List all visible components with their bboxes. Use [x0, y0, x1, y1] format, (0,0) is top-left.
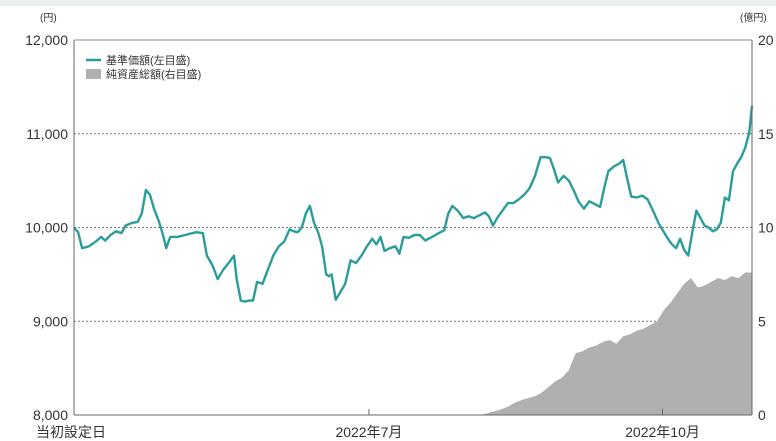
nav-line-layer: [73, 105, 754, 303]
right-tick-label: 10: [758, 220, 774, 236]
left-tick-label: 10,000: [25, 220, 68, 236]
right-tick-label: 0: [758, 407, 766, 423]
left-tick-labels: 8,000 9,000 10,000 11,000 12,000: [25, 32, 68, 423]
header-band: [0, 0, 776, 6]
legend-swatch-net-assets: [86, 69, 101, 79]
left-axis-unit: (円): [40, 13, 57, 24]
x-tick-label: 当初設定日: [36, 424, 106, 440]
net-assets-area-layer: [474, 272, 752, 415]
left-tick-label: 12,000: [25, 32, 68, 48]
legend-label-nav: 基準価額(左目盛): [106, 53, 190, 67]
legend: 基準価額(左目盛) 純資産総額(右目盛): [86, 53, 201, 81]
nav-line: [73, 105, 754, 303]
x-tick-label: 2022年10月: [625, 424, 700, 440]
right-tick-label: 5: [758, 313, 766, 329]
x-tick-labels: 当初設定日 2022年7月 2022年10月: [36, 409, 700, 440]
left-tick-label: 9,000: [33, 313, 68, 329]
right-tick-label: 20: [758, 32, 774, 48]
right-axis-unit: (億円): [740, 11, 767, 24]
right-tick-labels: 0 5 10 15 20: [758, 32, 774, 423]
right-tick-label: 15: [758, 126, 774, 142]
left-tick-label: 11,000: [26, 126, 68, 142]
left-tick-label: 8,000: [33, 407, 68, 423]
net-assets-area: [474, 272, 752, 415]
grid-lines: [74, 39, 752, 322]
legend-label-net-assets: 純資産総額(右目盛): [106, 67, 201, 81]
axes: [73, 39, 753, 416]
x-tick-label: 2022年7月: [335, 424, 402, 440]
